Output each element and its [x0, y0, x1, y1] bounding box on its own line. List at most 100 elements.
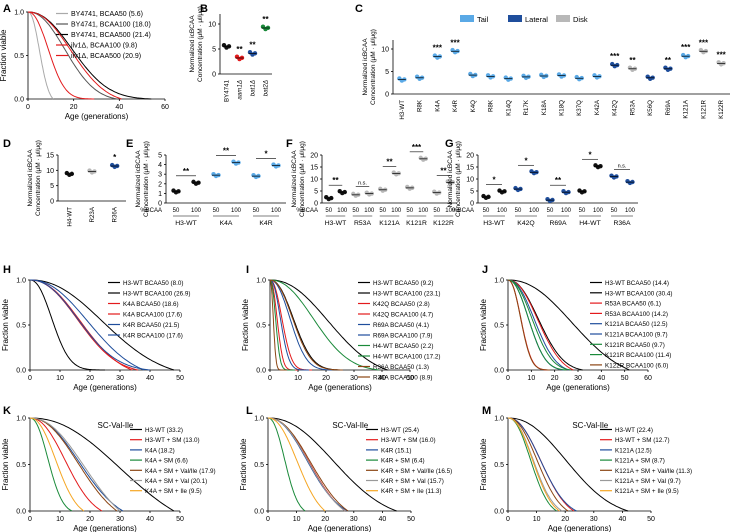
B-category-label: bat2Δ	[263, 80, 270, 96]
M-x-tick-label: 20	[561, 516, 569, 523]
K-legend-label: K4A (18.2)	[145, 447, 175, 454]
A-legend-label: BY4741, BCAA500 (21.4)	[71, 32, 151, 39]
M-legend-label: H3-WT (22.4)	[615, 427, 653, 434]
panel-label-H: H	[3, 264, 11, 276]
I-x-tick-label: 20	[322, 375, 330, 382]
E-x-title: %BCAA	[140, 208, 162, 214]
D-category-label: R36A	[112, 206, 119, 222]
panel-label-A: A	[3, 3, 11, 15]
C-category-label: R53A	[629, 99, 636, 115]
M-series-line	[508, 417, 577, 512]
J-y-tick-label: 1.0	[494, 278, 504, 285]
J-legend-label: R53A BCAA100 (14.2)	[605, 311, 668, 318]
F-y-axis-label-2: Concentration (μM · μl/μg)	[299, 141, 306, 217]
I-y-tick-label: 0.0	[256, 368, 266, 375]
I-series-line	[269, 279, 343, 371]
panel-label-E: E	[126, 138, 133, 150]
H-series-line	[29, 279, 105, 371]
J-series-line	[507, 279, 565, 371]
H-x-axis-label: Age (generations)	[73, 383, 137, 392]
L-x-tick-label: 20	[321, 516, 329, 523]
H-y-tick-label: 1.0	[16, 278, 26, 285]
C-category-label: R8K	[417, 99, 424, 112]
C-legend-label: Lateral	[525, 15, 548, 24]
L-x-tick-label: 40	[379, 516, 387, 523]
K-legend-label: K4A + SM + Ile (9.5)	[145, 488, 202, 495]
M-x-tick-label: 50	[647, 516, 655, 523]
M-series-line	[508, 417, 563, 512]
G-y-tick-label: 10	[466, 177, 474, 184]
B-category-label: BY4741	[224, 79, 231, 102]
M-legend-label: K121A + SM + Ile (9.5)	[615, 488, 679, 495]
M-legend-label: K121A + SM + Val/Ile (11.3)	[615, 468, 692, 475]
panel-label-C: C	[355, 3, 363, 15]
H-series-line	[30, 279, 151, 371]
G-y-axis-label: Normalized icBCAA	[447, 150, 454, 208]
F-y-tick-label: 15	[310, 165, 318, 172]
G-sub-label: 50	[611, 208, 618, 214]
A-series-line	[28, 11, 122, 100]
K-series-line	[30, 417, 175, 512]
L-y-tick-label: 1.0	[254, 416, 264, 423]
panel-label-G: G	[445, 138, 454, 150]
E-sub-label: 50	[213, 208, 220, 214]
J-x-axis-label: Age (generations)	[546, 383, 610, 392]
H-x-tick-label: 0	[28, 375, 32, 382]
C-significance: ***	[681, 43, 691, 52]
J-legend-label: H3-WT BCAA100 (30.4)	[605, 290, 672, 297]
I-legend-label: K42Q BCAA50 (2.8)	[373, 301, 430, 308]
A-series-line	[27, 11, 95, 100]
B-y-tick-label: 5	[212, 47, 216, 54]
E-y-tick-label: 4	[158, 162, 162, 169]
I-series-line	[269, 279, 310, 371]
C-significance: ***	[450, 38, 460, 47]
L-legend-label: K4R + SM (6.4)	[381, 458, 425, 465]
C-legend-swatch	[460, 15, 474, 22]
M-series-line	[508, 417, 629, 512]
D-significance: *	[113, 153, 117, 162]
K-x-tick-label: 20	[86, 516, 94, 523]
M-legend-label: H3-WT + SM (12.7)	[615, 437, 670, 444]
B-significance: **	[262, 15, 269, 24]
F-group-label: K121A	[379, 220, 400, 227]
B-category-label: bat1Δ	[250, 80, 257, 96]
C-y-axis-label: Normalized icBCAA	[362, 38, 369, 96]
L-x-tick-label: 30	[350, 516, 358, 523]
F-significance: ***	[412, 143, 422, 152]
C-category-label: R69A	[665, 99, 672, 115]
G-significance: n.s.	[618, 164, 627, 170]
C-category-label: K4A	[434, 99, 441, 112]
A-x-axis-label: Age (generations)	[65, 112, 129, 121]
H-legend-label: K4R BCAA100 (17.6)	[123, 333, 183, 340]
E-y-axis-label-2: Concentration (μM · μl/μg)	[143, 141, 150, 217]
D-y-tick-label: 10	[46, 168, 54, 175]
L-x-tick-label: 10	[293, 516, 301, 523]
F-group-label: K122R	[433, 220, 454, 227]
L-x-tick-label: 0	[266, 516, 270, 523]
K-y-axis-label: Fraction viable	[1, 438, 10, 491]
I-series-line	[269, 279, 296, 371]
H-legend-label: K4A BCAA100 (17.6)	[123, 312, 182, 319]
G-significance: *	[492, 175, 496, 184]
A-y-axis-label: Fraction viable	[0, 29, 8, 82]
C-category-label: R17K	[523, 99, 530, 115]
K-x-tick-label: 0	[28, 516, 32, 523]
A-legend-label: ilv1Δ, BCAA500 (20.9)	[71, 53, 141, 60]
M-series-line	[508, 417, 557, 512]
J-series-line	[508, 279, 630, 371]
M-legend-label: K121A (12.5)	[615, 447, 652, 454]
A-series-line	[28, 11, 118, 100]
H-series-line	[30, 279, 145, 371]
C-significance: ***	[433, 44, 443, 53]
I-y-axis-label: Fraction viable	[241, 298, 250, 351]
panel-label-J: J	[482, 264, 488, 276]
I-legend-label: H3-WT BCAA50 (9.2)	[373, 280, 433, 287]
F-group-label: K121R	[406, 220, 427, 227]
E-sub-label: 50	[173, 208, 180, 214]
A-x-tick-label: 40	[115, 104, 123, 111]
G-group-label: H3-WT	[483, 220, 505, 227]
F-significance: **	[440, 166, 447, 175]
panel-label-K: K	[3, 405, 11, 417]
C-y-axis-label-2: Concentration (μM · μl/μg)	[370, 29, 377, 105]
E-y-tick-label: 5	[158, 153, 162, 160]
